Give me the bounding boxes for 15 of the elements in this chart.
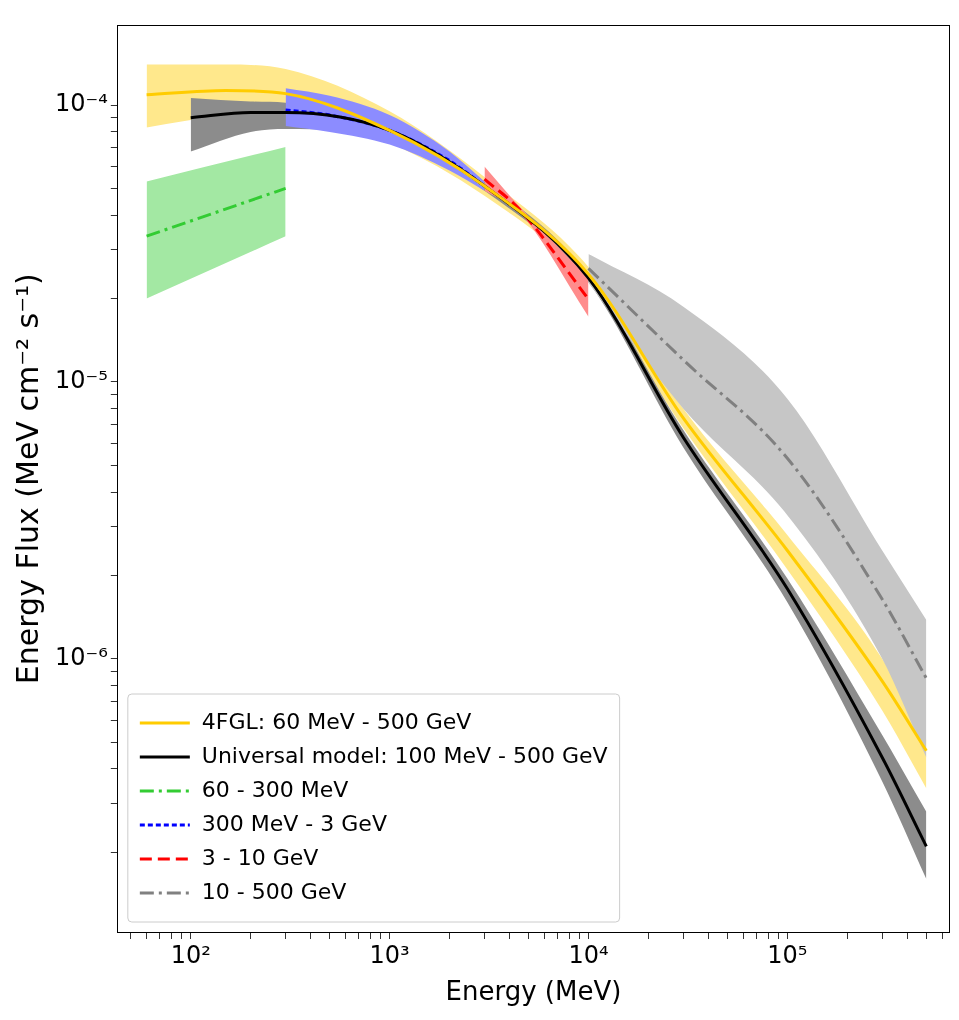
y-tick-label: 10⁻⁵ [55,366,108,395]
legend-label: Universal model: 100 MeV - 500 GeV [201,742,608,768]
x-tick-label: 10² [170,940,211,969]
x-tick-label: 10³ [369,940,410,969]
legend-label: 300 MeV - 3 GeV [201,810,387,836]
y-tick-label: 10⁻⁶ [55,642,108,671]
y-tick-label: 10⁻⁴ [55,89,108,118]
legend-label: 60 - 300 MeV [201,776,349,802]
legend-label: 4FGL: 60 MeV - 500 GeV [201,708,472,734]
legend-label: 3 - 10 GeV [201,844,319,870]
legend-label: 10 - 500 GeV [201,878,347,904]
x-tick-label: 10⁵ [767,940,808,969]
y-axis-title: Energy Flux (MeV cm⁻² s⁻¹) [9,273,45,685]
x-axis-title: Energy (MeV) [445,976,622,1007]
x-tick-label: 10⁴ [568,940,609,969]
